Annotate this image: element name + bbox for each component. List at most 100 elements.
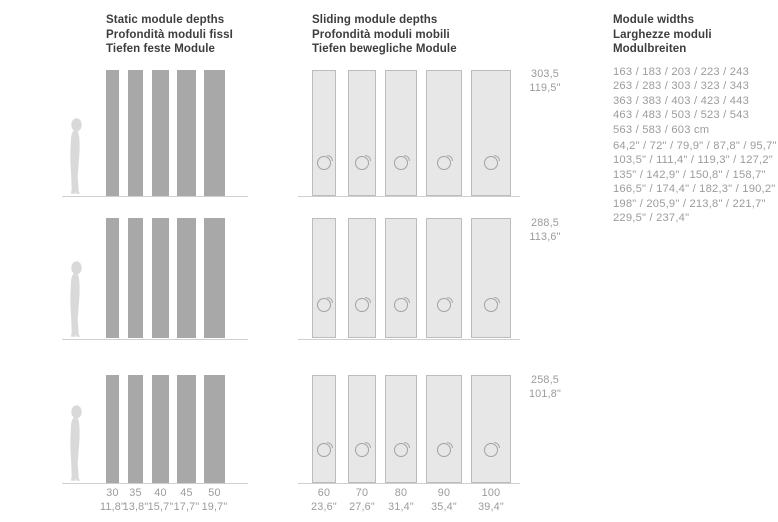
- depth-cm-value: 60: [317, 487, 331, 499]
- module-widths-inch-list: 64,2" / 72" / 79,9" / 87,8" / 95,7" 103,…: [613, 139, 777, 225]
- module-widths-cm-list: 163 / 183 / 203 / 223 / 243 263 / 283 / …: [613, 65, 749, 137]
- static-module-bar: [152, 218, 169, 339]
- depth-cm-value: 100: [481, 487, 501, 499]
- widths-cm-line: 263 / 283 / 303 / 323 / 343: [613, 80, 750, 93]
- static-module-bar: [177, 375, 196, 483]
- depth-inch-value: 27,6": [349, 500, 375, 513]
- human-figure-silhouette: [64, 118, 88, 196]
- door-handle-icon: [437, 441, 453, 457]
- sliding-heading-de: Tiefen bewegliche Module: [312, 43, 457, 56]
- depth-cm-value: 80: [394, 487, 408, 499]
- door-handle-icon: [355, 154, 371, 170]
- static-depth-label: 40 15,7": [148, 487, 174, 514]
- door-handle-icon: [394, 154, 410, 170]
- module-height-label: 303,5 119,5": [524, 67, 566, 95]
- depth-inch-value: 39,4": [478, 500, 504, 513]
- height-in: 119,5": [529, 82, 561, 94]
- height-cm: 258,5: [530, 374, 560, 386]
- depth-inch-value: 23,6": [311, 500, 337, 513]
- sliding-depth-label: 70 27,6": [349, 487, 375, 514]
- floor-line-sliding: [298, 338, 520, 340]
- static-module-bar: [128, 69, 143, 196]
- widths-heading-de: Modulbreiten: [613, 43, 687, 56]
- widths-cm-line: 163 / 183 / 203 / 223 / 243: [613, 66, 750, 78]
- depth-inch-value: 31,4": [388, 500, 414, 513]
- widths-heading-it: Larghezze moduli: [613, 28, 712, 41]
- height-in: 101,8": [528, 388, 562, 400]
- sliding-module-panel: [426, 69, 462, 196]
- sliding-depth-label: 100 39,4": [478, 487, 504, 514]
- height-in: 113,6": [529, 231, 561, 243]
- door-handle-icon: [484, 154, 500, 170]
- human-figure-silhouette: [64, 260, 88, 339]
- widths-cm-line: 563 / 583 / 603 cm: [613, 123, 710, 136]
- human-figure-silhouette: [64, 405, 88, 483]
- door-handle-icon: [317, 154, 333, 170]
- static-depth-label: 50 19,7": [202, 487, 228, 514]
- static-module-bar: [177, 69, 196, 196]
- height-cm: 288,5: [530, 217, 560, 229]
- static-module-bar: [204, 69, 225, 196]
- sliding-depth-label: 80 31,4": [388, 487, 414, 514]
- sliding-module-panel: [348, 375, 376, 483]
- floor-line-static: [62, 483, 248, 484]
- sliding-module-panel: [312, 375, 336, 483]
- module-widths-heading: Module widths Larghezze moduli Modulbrei…: [613, 13, 712, 57]
- static-module-bar: [128, 218, 143, 339]
- depth-cm-value: 45: [180, 487, 193, 499]
- sliding-module-panel: [426, 375, 462, 483]
- static-module-bar: [204, 375, 225, 483]
- module-height-label: 258,5 101,8": [524, 373, 566, 401]
- static-module-bar: [106, 218, 119, 339]
- static-heading-it: Profondità moduli fissI: [106, 28, 233, 41]
- door-handle-icon: [317, 297, 333, 313]
- door-handle-icon: [355, 297, 371, 313]
- widths-inch-line: 229,5" / 237,4": [613, 212, 690, 225]
- depth-inch-value: 19,7": [201, 500, 228, 513]
- static-depths-heading: Static module depths Profondità moduli f…: [106, 13, 233, 57]
- widths-inch-line: 135" / 142,9" / 150,8" / 158,7": [613, 168, 766, 181]
- sliding-heading-it: Profondità moduli mobili: [312, 28, 450, 41]
- sliding-module-panel: [471, 218, 511, 339]
- height-cm: 303,5: [530, 68, 560, 80]
- floor-line-static: [62, 196, 248, 197]
- sliding-depths-heading: Sliding module depths Profondità moduli …: [312, 13, 457, 57]
- widths-inch-line: 103,5" / 111,4" / 119,3" / 127,2": [613, 154, 773, 167]
- sliding-module-panel: [385, 69, 417, 196]
- depth-cm-value: 90: [437, 487, 451, 499]
- door-handle-icon: [484, 441, 500, 457]
- widths-cm-line: 463 / 483 / 503 / 523 / 543: [613, 109, 750, 122]
- widths-inch-line: 198" / 205,9" / 213,8" / 221,7": [613, 197, 766, 210]
- door-handle-icon: [317, 441, 333, 457]
- sliding-depth-label: 60 23,6": [311, 487, 337, 514]
- sliding-module-panel: [426, 218, 462, 339]
- depth-cm-value: 50: [208, 487, 221, 499]
- static-depth-label: 30 11,8": [100, 487, 125, 514]
- floor-line-static: [62, 338, 248, 340]
- door-handle-icon: [355, 441, 371, 457]
- door-handle-icon: [437, 154, 453, 170]
- sliding-module-panel: [385, 375, 417, 483]
- static-module-bar: [106, 375, 119, 483]
- depth-inch-value: 13,8": [122, 500, 149, 513]
- static-depth-label: 45 17,7": [174, 487, 200, 514]
- sliding-depth-label: 90 35,4": [431, 487, 457, 514]
- sliding-module-panel: [385, 218, 417, 339]
- static-module-bar: [152, 69, 169, 196]
- static-module-bar: [204, 218, 225, 339]
- sliding-module-panel: [471, 69, 511, 196]
- door-handle-icon: [394, 441, 410, 457]
- static-module-bar: [128, 375, 143, 483]
- sliding-module-panel: [348, 218, 376, 339]
- module-height-label: 288,5 113,6": [524, 216, 566, 244]
- sliding-module-panel: [471, 375, 511, 483]
- widths-inch-line: 64,2" / 72" / 79,9" / 87,8" / 95,7": [613, 140, 777, 152]
- floor-line-sliding: [298, 483, 520, 484]
- static-depth-label: 35 13,8": [123, 487, 149, 514]
- widths-cm-line: 363 / 383 / 403 / 423 / 443: [613, 94, 750, 107]
- door-handle-icon: [394, 297, 410, 313]
- door-handle-icon: [484, 297, 500, 313]
- depth-inch-value: 35,4": [431, 500, 457, 513]
- depth-cm-value: 70: [355, 487, 369, 499]
